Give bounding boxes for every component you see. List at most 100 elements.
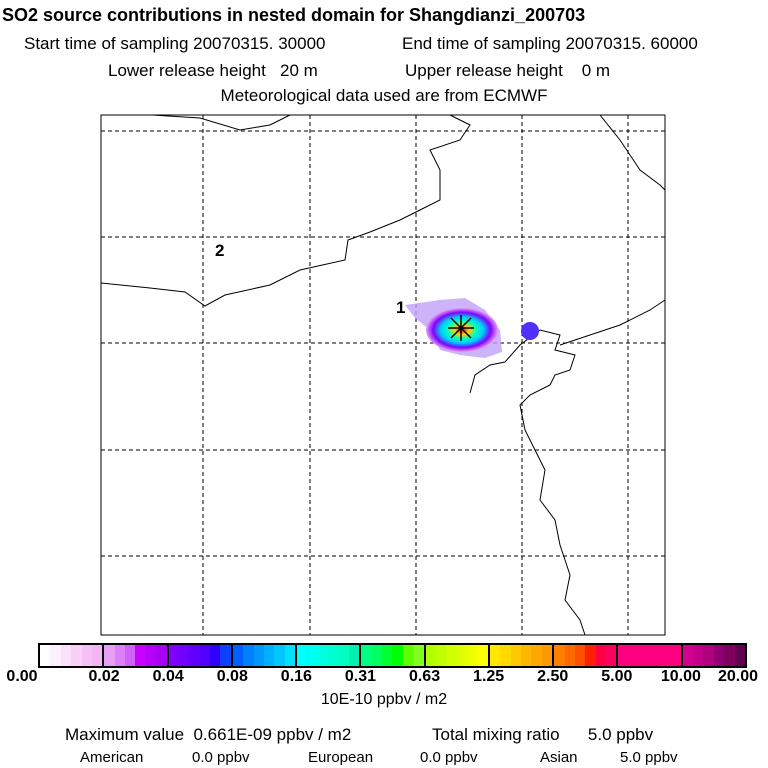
colorbar-swatch bbox=[734, 645, 745, 666]
colorbar-segment bbox=[297, 645, 362, 666]
start-time: Start time of sampling 20070315. 30000 bbox=[24, 34, 326, 53]
european-label: European bbox=[308, 749, 374, 766]
concentration-blob bbox=[521, 322, 539, 340]
end-time: End time of sampling 20070315. 60000 bbox=[402, 34, 698, 53]
colorbar-swatch bbox=[595, 645, 606, 666]
colorbar-segment bbox=[618, 645, 683, 666]
colorbar-swatch bbox=[682, 645, 694, 666]
colorbar-swatch bbox=[297, 645, 308, 666]
colorbar-swatch bbox=[114, 645, 126, 666]
colorbar-swatch bbox=[328, 645, 339, 666]
colorbar-swatch bbox=[81, 645, 92, 666]
total-mixing-ratio: Total mixing ratio 5.0 ppbv bbox=[432, 725, 654, 744]
colorbar-swatch bbox=[477, 645, 488, 666]
colorbar-swatch bbox=[361, 645, 372, 666]
lower-release-height: Lower release height 20 m bbox=[108, 61, 318, 80]
colorbar-swatch bbox=[628, 645, 640, 666]
colorbar-swatch bbox=[659, 645, 671, 666]
colorbar-swatch bbox=[284, 645, 296, 666]
colorbar-segment bbox=[489, 645, 555, 666]
colorbar-swatch bbox=[220, 645, 231, 666]
colorbar-swatch bbox=[232, 645, 244, 666]
colorbar-swatch bbox=[199, 645, 211, 666]
colorbar-segment bbox=[361, 645, 426, 666]
colorbar-swatch bbox=[670, 645, 681, 666]
colorbar-tick-label: 0.16 bbox=[280, 668, 312, 685]
colorbar-swatch bbox=[156, 645, 167, 666]
colorbar-segment bbox=[168, 645, 233, 666]
european-value: 0.0 ppbv bbox=[420, 749, 478, 766]
colorbar-swatch bbox=[639, 645, 650, 666]
plot-title: SO2 source contributions in nested domai… bbox=[2, 5, 586, 25]
colorbar-swatch bbox=[125, 645, 136, 666]
colorbar-swatch bbox=[71, 645, 82, 666]
met-data-source: Meteorological data used are from ECMWF bbox=[220, 86, 548, 105]
colorbar-swatch bbox=[50, 645, 61, 666]
colorbar-swatch bbox=[382, 645, 393, 666]
colorbar-tick-label: 10.00 bbox=[660, 668, 701, 685]
colorbar-tick-label: 1.25 bbox=[473, 668, 505, 685]
grid-lines bbox=[101, 115, 665, 635]
colorbar-tick-label: 2.50 bbox=[537, 668, 569, 685]
colorbar-swatch bbox=[606, 645, 617, 666]
colorbar-tick-label: 20.00 bbox=[717, 668, 759, 685]
colorbar-swatch bbox=[392, 645, 403, 666]
colorbar-swatch bbox=[703, 645, 714, 666]
colorbar-swatch bbox=[317, 645, 329, 666]
colorbar-swatch bbox=[413, 645, 424, 666]
colorbar-swatch bbox=[564, 645, 575, 666]
colorbar-swatch bbox=[531, 645, 542, 666]
colorbar bbox=[38, 643, 747, 668]
colorbar-tick-label: 0.63 bbox=[408, 668, 441, 685]
colorbar-swatch bbox=[489, 645, 501, 666]
colorbar-tick-label: 0.04 bbox=[152, 668, 184, 685]
american-label: American bbox=[80, 749, 144, 766]
colorbar-segment bbox=[425, 645, 490, 666]
colorbar-swatch bbox=[541, 645, 553, 666]
map-frame bbox=[100, 114, 666, 636]
boundaries bbox=[100, 114, 666, 636]
colorbar-swatch bbox=[467, 645, 478, 666]
colorbar-swatch bbox=[210, 645, 221, 666]
colorbar-swatch bbox=[91, 645, 103, 666]
colorbar-swatch bbox=[253, 645, 264, 666]
colorbar-swatch bbox=[585, 645, 596, 666]
colorbar-swatch bbox=[554, 645, 565, 666]
colorbar-swatch bbox=[338, 645, 349, 666]
colorbar-swatch bbox=[446, 645, 457, 666]
receptor-star-icon bbox=[448, 315, 474, 341]
colorbar-swatch bbox=[348, 645, 360, 666]
colorbar-swatch bbox=[649, 645, 660, 666]
colorbar-tick-label: 0.31 bbox=[344, 668, 377, 685]
asian-value: 5.0 ppbv bbox=[620, 749, 678, 766]
maximum-value: Maximum value 0.661E-09 ppbv / m2 bbox=[65, 725, 352, 744]
american-value: 0.0 ppbv bbox=[192, 749, 250, 766]
colorbar-swatch bbox=[104, 645, 115, 666]
colorbar-swatch bbox=[618, 645, 629, 666]
colorbar-tick-label: 0.08 bbox=[216, 668, 248, 685]
colorbar-swatch bbox=[510, 645, 521, 666]
colorbar-swatch bbox=[307, 645, 318, 666]
colorbar-swatch bbox=[500, 645, 511, 666]
upper-release-height: Upper release height 0 m bbox=[405, 61, 611, 80]
colorbar-unit: 10E-10 ppbv / m2 bbox=[320, 691, 448, 708]
colorbar-segment bbox=[104, 645, 169, 666]
colorbar-swatch bbox=[371, 645, 383, 666]
asian-label: Asian bbox=[540, 749, 578, 766]
colorbar-swatch bbox=[178, 645, 190, 666]
colorbar-swatch bbox=[402, 645, 414, 666]
colorbar-swatch bbox=[724, 645, 735, 666]
colorbar-swatch bbox=[425, 645, 436, 666]
colorbar-segment bbox=[554, 645, 619, 666]
marker-2: 2 bbox=[215, 241, 224, 260]
colorbar-swatch bbox=[574, 645, 586, 666]
marker-1: 1 bbox=[396, 298, 405, 317]
colorbar-swatch bbox=[168, 645, 179, 666]
colorbar-segment bbox=[232, 645, 298, 666]
colorbar-swatch bbox=[713, 645, 725, 666]
colorbar-swatch bbox=[60, 645, 72, 666]
colorbar-swatch bbox=[274, 645, 285, 666]
colorbar-segment bbox=[40, 645, 105, 666]
colorbar-tick-label: 0.02 bbox=[88, 668, 120, 685]
